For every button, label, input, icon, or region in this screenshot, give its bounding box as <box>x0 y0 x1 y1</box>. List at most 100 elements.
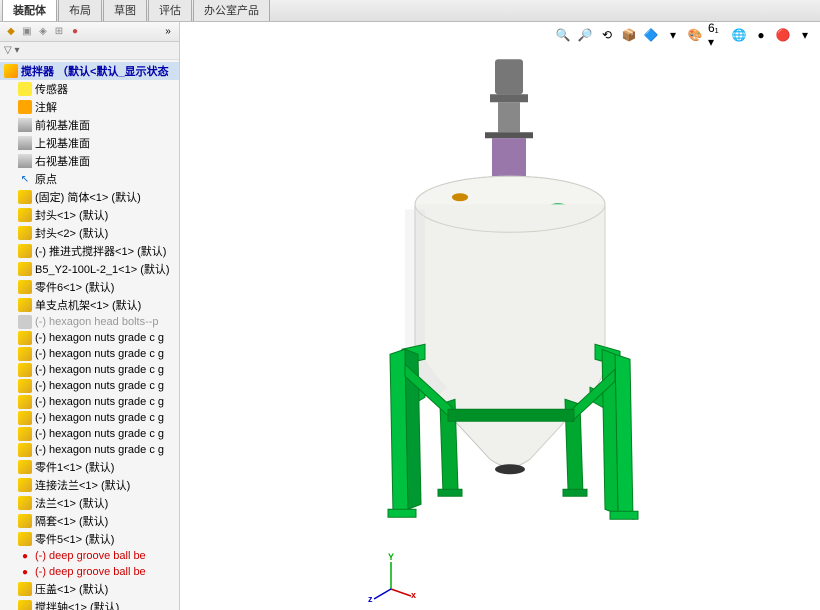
tree-item[interactable]: (-) hexagon nuts grade c g <box>0 410 179 426</box>
view-tool-icon[interactable]: 🌐 <box>730 26 748 44</box>
tree-content: 搅拌器 （默认<默认_显示状态传感器注解前视基准面上视基准面右视基准面原点(固定… <box>0 60 179 610</box>
tree-item[interactable]: (-) hexagon nuts grade c g <box>0 362 179 378</box>
tree-item-label: (-) hexagon nuts grade c g <box>35 396 164 408</box>
tree-item[interactable]: 右视基准面 <box>0 152 179 170</box>
nozzle-1 <box>452 193 468 201</box>
tree-item-label: 传感器 <box>35 81 68 97</box>
part-icon <box>18 363 32 377</box>
tree-item-label: B5_Y2-100L-2_1<1> (默认) <box>35 261 170 277</box>
tree-item[interactable]: (-) deep groove ball be <box>0 564 179 580</box>
tree-item[interactable]: (-) 推进式搅拌器<1> (默认) <box>0 242 179 260</box>
part-icon <box>18 411 32 425</box>
tree-item[interactable]: (-) hexagon nuts grade c g <box>0 330 179 346</box>
tree-item-label: 隔套<1> (默认) <box>35 513 108 529</box>
graphics-viewport[interactable]: 🔍🔎⟲📦🔷▾🎨6₁ ▾🌐●🔴▾ MF 沐风网 www.mfcad.com <box>180 22 820 610</box>
tree-item-label: (-) hexagon nuts grade c g <box>35 380 164 392</box>
part-icon <box>18 582 32 596</box>
view-tool-icon[interactable]: ▾ <box>796 26 814 44</box>
tree-item[interactable]: (-) hexagon nuts grade c g <box>0 394 179 410</box>
part-icon <box>18 532 32 546</box>
view-tool-icon[interactable]: ⟲ <box>598 26 616 44</box>
tree-item[interactable]: 压盖<1> (默认) <box>0 580 179 598</box>
tree-item[interactable]: B5_Y2-100L-2_1<1> (默认) <box>0 260 179 278</box>
view-tool-icon[interactable]: 📦 <box>620 26 638 44</box>
part-icon <box>18 244 32 258</box>
tree-item[interactable]: (-) deep groove ball be <box>0 548 179 564</box>
orientation-triad[interactable]: x Y z <box>366 554 416 604</box>
plane-icon <box>18 136 32 150</box>
tree-item[interactable]: 零件1<1> (默认) <box>0 458 179 476</box>
tree-tab-icon[interactable]: ▣ <box>20 25 34 39</box>
assembly-icon <box>4 64 18 78</box>
tree-filter[interactable]: ▽ ▾ <box>0 42 179 60</box>
tree-item[interactable]: 连接法兰<1> (默认) <box>0 476 179 494</box>
tree-item-label: (-) hexagon nuts grade c g <box>35 412 164 424</box>
part-icon <box>18 208 32 222</box>
part-icon <box>18 600 32 610</box>
tree-item[interactable]: 传感器 <box>0 80 179 98</box>
tree-item-label: 封头<1> (默认) <box>35 207 108 223</box>
tree-toolbar: ◆ ▣ ◈ ⊞ ● » <box>0 22 179 42</box>
tree-item-label: (-) deep groove ball be <box>35 550 146 562</box>
view-tool-icon[interactable]: 🔷 <box>642 26 660 44</box>
motor-assembly <box>485 59 533 189</box>
note-icon <box>18 100 32 114</box>
tree-item[interactable]: 封头<1> (默认) <box>0 206 179 224</box>
tree-item[interactable]: (-) hexagon nuts grade c g <box>0 346 179 362</box>
view-tool-icon[interactable]: ● <box>752 26 770 44</box>
part-icon <box>18 262 32 276</box>
tree-root[interactable]: 搅拌器 （默认<默认_显示状态 <box>0 62 179 80</box>
tree-item-label: 压盖<1> (默认) <box>35 581 108 597</box>
tree-item[interactable]: 搅拌轴<1> (默认) <box>0 598 179 610</box>
tree-item[interactable]: 法兰<1> (默认) <box>0 494 179 512</box>
view-tool-icon[interactable]: 🔴 <box>774 26 792 44</box>
main-area: ◆ ▣ ◈ ⊞ ● » ▽ ▾ 搅拌器 （默认<默认_显示状态传感器注解前视基准… <box>0 22 820 610</box>
tree-item[interactable]: (-) hexagon nuts grade c g <box>0 378 179 394</box>
view-tool-icon[interactable]: 🔎 <box>576 26 594 44</box>
tree-item-label: 原点 <box>35 171 57 187</box>
view-tool-icon[interactable]: 6₁ ▾ <box>708 26 726 44</box>
model-3d <box>330 49 670 534</box>
tree-item-label: (-) hexagon nuts grade c g <box>35 332 164 344</box>
tree-item-label: 零件1<1> (默认) <box>35 459 114 475</box>
tree-item-label: 封头<2> (默认) <box>35 225 108 241</box>
view-tool-icon[interactable]: 🔍 <box>554 26 572 44</box>
tree-item[interactable]: (-) hexagon head bolts--p <box>0 314 179 330</box>
tab[interactable]: 办公室产品 <box>193 0 270 21</box>
tree-item-label: (-) hexagon nuts grade c g <box>35 428 164 440</box>
part-icon <box>18 347 32 361</box>
sensor-icon <box>18 82 32 96</box>
part-grey-icon <box>18 315 32 329</box>
feature-manager-tree: ◆ ▣ ◈ ⊞ ● » ▽ ▾ 搅拌器 （默认<默认_显示状态传感器注解前视基准… <box>0 22 180 610</box>
tree-item-label: 单支点机架<1> (默认) <box>35 297 141 313</box>
tree-item[interactable]: 单支点机架<1> (默认) <box>0 296 179 314</box>
tree-tab-icon[interactable]: ◈ <box>36 25 50 39</box>
tree-item[interactable]: (-) hexagon nuts grade c g <box>0 442 179 458</box>
tab[interactable]: 草图 <box>103 0 147 21</box>
view-tool-icon[interactable]: ▾ <box>664 26 682 44</box>
tree-item[interactable]: 零件5<1> (默认) <box>0 530 179 548</box>
tree-item[interactable]: 封头<2> (默认) <box>0 224 179 242</box>
plane-icon <box>18 154 32 168</box>
tree-item[interactable]: 上视基准面 <box>0 134 179 152</box>
tree-item[interactable]: 隔套<1> (默认) <box>0 512 179 530</box>
tree-item[interactable]: (固定) 简体<1> (默认) <box>0 188 179 206</box>
tree-item-label: 连接法兰<1> (默认) <box>35 477 130 493</box>
tree-item[interactable]: 原点 <box>0 170 179 188</box>
tab[interactable]: 布局 <box>58 0 102 21</box>
part-icon <box>18 460 32 474</box>
tree-item[interactable]: 前视基准面 <box>0 116 179 134</box>
tree-item[interactable]: 注解 <box>0 98 179 116</box>
tab[interactable]: 评估 <box>148 0 192 21</box>
view-tool-icon[interactable]: 🎨 <box>686 26 704 44</box>
tree-item[interactable]: 零件6<1> (默认) <box>0 278 179 296</box>
tree-item-label: (-) 推进式搅拌器<1> (默认) <box>35 243 166 259</box>
tree-item-label: (-) hexagon head bolts--p <box>35 316 159 328</box>
tree-expand-icon[interactable]: » <box>161 25 175 39</box>
part-icon <box>18 226 32 240</box>
tree-tab-icon[interactable]: ◆ <box>4 25 18 39</box>
tree-tab-icon[interactable]: ● <box>68 25 82 39</box>
tree-item[interactable]: (-) hexagon nuts grade c g <box>0 426 179 442</box>
tree-tab-icon[interactable]: ⊞ <box>52 25 66 39</box>
tab[interactable]: 装配体 <box>2 0 57 21</box>
